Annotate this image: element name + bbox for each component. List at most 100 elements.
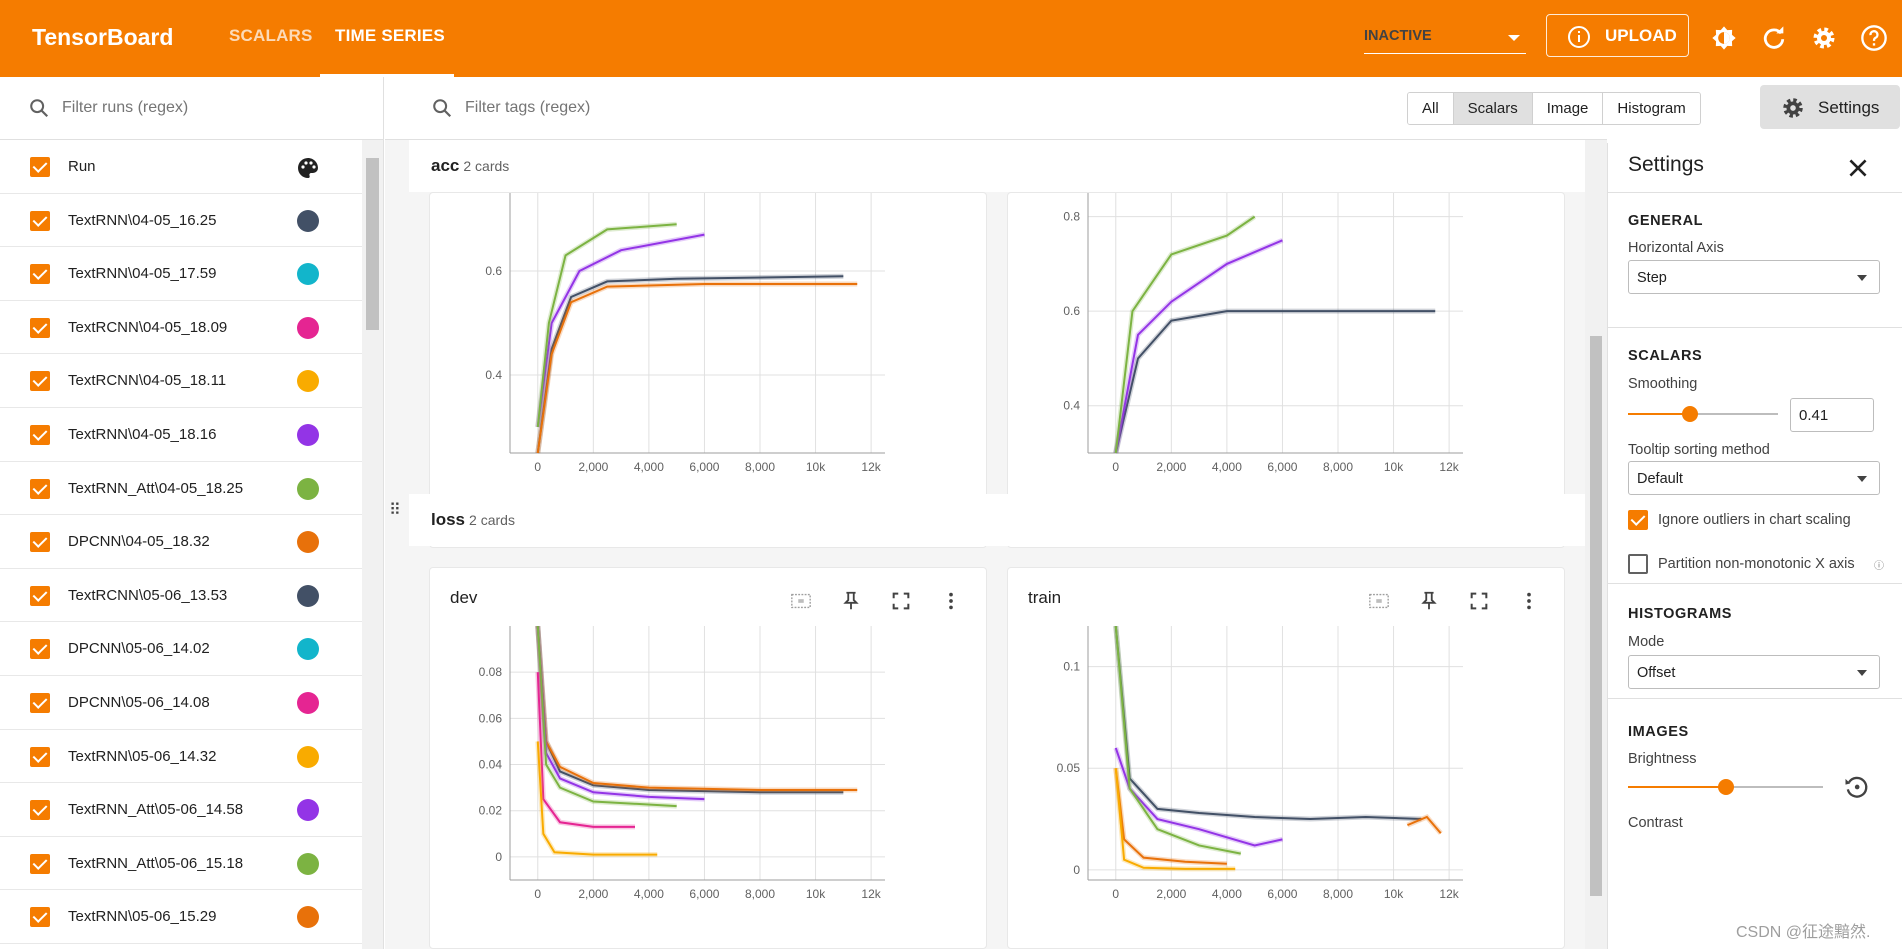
more-vert-icon[interactable]	[1518, 590, 1540, 612]
settings-button[interactable]: Settings	[1760, 85, 1900, 129]
run-row[interactable]: DPCNN\04-05_18.32	[0, 515, 362, 569]
fit-domain-icon[interactable]	[1368, 590, 1390, 612]
run-checkbox[interactable]	[30, 639, 50, 660]
run-row[interactable]: TextRCNN\04-05_18.11	[0, 354, 362, 408]
run-color-swatch[interactable]	[297, 638, 319, 661]
runs-scrollbar-thumb[interactable]	[366, 158, 379, 330]
series-line-raw	[1113, 626, 1242, 857]
smoothing-slider-thumb[interactable]	[1681, 406, 1698, 422]
run-checkbox[interactable]	[30, 371, 50, 392]
help-icon[interactable]: ⓘ	[1874, 561, 1884, 572]
drag-handle-icon[interactable]: ⠿	[389, 502, 401, 519]
run-status-select[interactable]: INACTIVE	[1364, 18, 1526, 54]
gear-icon[interactable]	[1810, 24, 1838, 52]
acc-train-chart[interactable]: 0 2,000 4,000 6,000 8,000 10k 12k 0.4 0.6 0.8	[1008, 193, 1565, 548]
run-row[interactable]: TextRNN\05-06_14.32	[0, 730, 362, 784]
close-icon[interactable]	[1845, 155, 1871, 181]
run-color-swatch[interactable]	[297, 745, 319, 768]
filter-all[interactable]: All	[1408, 93, 1454, 124]
run-checkbox[interactable]	[30, 692, 50, 713]
loss-dev-chart[interactable]: 0 2,000 4,000 6,000 8,000 10k 12k 0 0.02 0.04 0.06…	[430, 626, 987, 949]
run-color-swatch[interactable]	[297, 852, 319, 875]
pin-icon[interactable]	[1418, 590, 1440, 612]
run-checkbox[interactable]	[30, 585, 50, 606]
run-row[interactable]: TextRNN\04-05_17.59	[0, 247, 362, 301]
run-color-swatch[interactable]	[297, 691, 319, 714]
reload-icon[interactable]	[1760, 24, 1788, 52]
tooltip-sort-select[interactable]: Default	[1628, 461, 1880, 495]
run-row[interactable]: TextRNN\04-05_16.25	[0, 194, 362, 248]
run-color-swatch[interactable]	[297, 370, 319, 393]
run-color-swatch[interactable]	[297, 263, 319, 286]
smoothing-label: Smoothing	[1628, 376, 1698, 392]
reset-brightness-icon[interactable]	[1842, 773, 1870, 801]
run-row[interactable]: DPCNN\05-06_14.08	[0, 676, 362, 730]
run-color-swatch[interactable]	[297, 423, 319, 446]
run-checkbox[interactable]	[30, 317, 50, 338]
group-header-loss[interactable]: loss 2 cards	[409, 494, 1591, 546]
run-color-swatch[interactable]	[297, 906, 319, 929]
x-tick-label: 12k	[1439, 460, 1459, 474]
theme-toggle-icon[interactable]	[1710, 24, 1738, 52]
filter-histogram[interactable]: Histogram	[1603, 93, 1700, 124]
runs-scrollbar[interactable]	[362, 140, 383, 949]
run-checkbox[interactable]	[30, 424, 50, 445]
histogram-mode-select[interactable]: Offset	[1628, 655, 1880, 689]
run-checkbox[interactable]	[30, 264, 50, 285]
run-checkbox[interactable]	[30, 532, 50, 553]
run-row[interactable]: TextRNN_Att\04-05_18.25	[0, 462, 362, 516]
run-color-swatch[interactable]	[297, 584, 319, 607]
pin-icon[interactable]	[840, 590, 862, 612]
run-row[interactable]: TextRNN_Att\05-06_15.18	[0, 837, 362, 891]
fullscreen-icon[interactable]	[890, 590, 912, 612]
section-title: GENERAL	[1628, 213, 1704, 229]
run-checkbox[interactable]	[30, 746, 50, 767]
filter-image[interactable]: Image	[1532, 93, 1604, 124]
partition-checkbox[interactable]	[1628, 554, 1648, 574]
smoothing-slider-track[interactable]	[1628, 413, 1778, 415]
more-vert-icon[interactable]	[940, 590, 962, 612]
run-row[interactable]: TextRCNN\04-05_18.09	[0, 301, 362, 355]
palette-icon[interactable]	[296, 156, 320, 180]
horizontal-axis-select[interactable]: Step	[1628, 260, 1880, 294]
upload-button[interactable]: UPLOAD	[1546, 14, 1689, 57]
fullscreen-icon[interactable]	[1468, 590, 1490, 612]
run-row[interactable]: TextRNN\05-06_15.29	[0, 890, 362, 944]
run-color-swatch[interactable]	[297, 531, 319, 554]
series-line	[1407, 815, 1442, 834]
run-color-swatch[interactable]	[297, 316, 319, 339]
run-row[interactable]: TextRNN\04-05_18.16	[0, 408, 362, 462]
ignore-outliers-checkbox[interactable]	[1628, 510, 1648, 530]
runs-filter[interactable]: Filter runs (regex)	[0, 77, 383, 140]
smoothing-input[interactable]: 0.41	[1790, 398, 1874, 432]
brightness-slider-thumb[interactable]	[1717, 779, 1734, 795]
tags-filter-input[interactable]: Filter tags (regex)	[465, 99, 591, 116]
run-color-swatch[interactable]	[297, 209, 319, 232]
x-tick-label: 2,000	[578, 887, 608, 901]
run-checkbox[interactable]	[30, 478, 50, 499]
run-checkbox[interactable]	[30, 907, 50, 928]
y-tick-label: 0.6	[1063, 304, 1080, 318]
fit-domain-icon[interactable]	[790, 590, 812, 612]
run-color-swatch[interactable]	[297, 477, 319, 500]
filter-scalars[interactable]: Scalars	[1453, 93, 1533, 124]
run-checkbox[interactable]	[30, 210, 50, 231]
select-all-checkbox[interactable]	[30, 157, 50, 177]
run-checkbox[interactable]	[30, 853, 50, 874]
main-scrollbar-thumb[interactable]	[1590, 336, 1602, 896]
run-row[interactable]: DPCNN\05-06_14.02	[0, 622, 362, 676]
help-icon[interactable]	[1860, 24, 1888, 52]
tab-time-series[interactable]: TIME SERIES	[335, 26, 445, 45]
loss-train-chart[interactable]: 0 2,000 4,000 6,000 8,000 10k 12k 0 0.05 0.1	[1008, 626, 1565, 949]
tab-scalars[interactable]: SCALARS	[229, 26, 313, 45]
x-tick-label: 10k	[1384, 887, 1404, 901]
run-row[interactable]: TextRCNN\05-06_13.53	[0, 569, 362, 623]
card-title: dev	[450, 588, 478, 607]
run-color-swatch[interactable]	[297, 799, 319, 822]
main-scrollbar[interactable]	[1585, 140, 1607, 949]
group-header-acc[interactable]: acc 2 cards	[409, 140, 1591, 192]
run-checkbox[interactable]	[30, 800, 50, 821]
acc-dev-chart[interactable]: 0 2,000 4,000 6,000 8,000 10k 12k 0.4 0.6	[430, 193, 987, 548]
x-tick-label: 10k	[1384, 460, 1404, 474]
run-row[interactable]: TextRNN_Att\05-06_14.58	[0, 783, 362, 837]
